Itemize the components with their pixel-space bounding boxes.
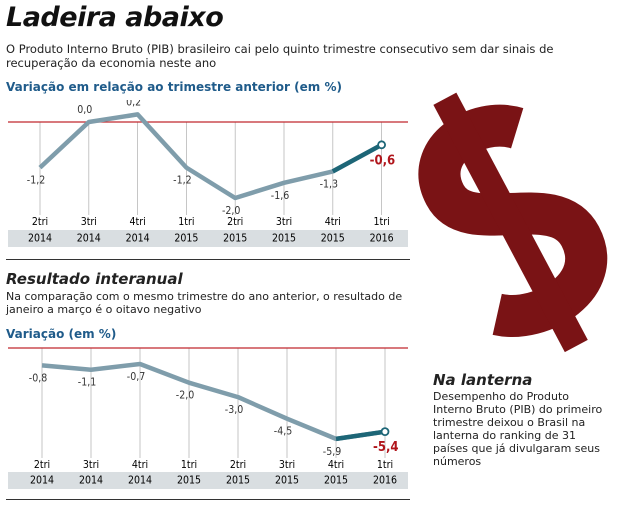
- x-tick-label: 1tri: [377, 459, 393, 471]
- value-label: -5,9: [323, 446, 341, 458]
- line: [41, 361, 386, 442]
- y-label: Variação em relação ao trimestre anterio…: [6, 80, 342, 94]
- x-tick-label: 2015: [272, 233, 296, 245]
- x-tick-label: 1tri: [373, 216, 389, 228]
- note-title: Na lanterna: [433, 371, 533, 389]
- value-label: -0,6: [370, 153, 396, 168]
- year-band: [8, 472, 408, 489]
- x-tick-label: 2tri: [227, 216, 243, 228]
- chart: 2tri 2014 3tri 2014 4tri 2014 1tri 2015 2tri 2015…: [8, 347, 408, 489]
- value-label: -1,2: [27, 175, 45, 187]
- x-tick-label: 2tri: [230, 459, 246, 471]
- value-label: -2,0: [176, 390, 194, 402]
- x-tick-label: 3tri: [276, 216, 292, 228]
- value-label: -4,5: [274, 426, 292, 438]
- value-label: -2,0: [222, 205, 240, 217]
- value-label: -3,0: [225, 404, 243, 416]
- value-label: -1,3: [320, 178, 338, 190]
- value-label: -0,8: [29, 372, 47, 384]
- dollar-icon: [418, 92, 608, 353]
- note-text: Desempenho do Produto Interno Bruto (PIB…: [433, 390, 603, 468]
- x-tick-label: 2016: [370, 233, 394, 245]
- line: [38, 112, 383, 201]
- value-label: -1,6: [271, 190, 289, 202]
- x-tick-label: 4tri: [325, 216, 341, 228]
- section-subtitle: Na comparação com o mesmo trimestre do a…: [6, 290, 403, 316]
- x-tick-label: 4tri: [132, 459, 148, 471]
- separator: [6, 499, 410, 500]
- x-tick-label: 4tri: [129, 216, 145, 228]
- year-band: [8, 230, 408, 247]
- point: [377, 140, 387, 150]
- x-tick-label: 1tri: [181, 459, 197, 471]
- x-tick-label: 3tri: [83, 459, 99, 471]
- x-tick-label: 3tri: [279, 459, 295, 471]
- x-tick-label: 4tri: [328, 459, 344, 471]
- x-tick-label: 2tri: [32, 216, 48, 228]
- page-title: Ladeira abaixo: [6, 2, 224, 33]
- page-subtitle: O Produto Interno Bruto (PIB) brasileiro…: [6, 42, 554, 70]
- x-tick-label: 2014: [30, 475, 54, 487]
- x-tick-label: 2015: [226, 475, 250, 487]
- value-label: -5,4: [373, 440, 399, 455]
- x-tick-label: 2015: [324, 475, 348, 487]
- x-tick-label: 2014: [126, 233, 150, 245]
- x-tick-label: 2015: [174, 233, 198, 245]
- x-tick-label: 2015: [321, 233, 345, 245]
- chart: 2tri 2014 3tri 2014 4tri 2014 1tri 2015 2tri 2015…: [8, 100, 408, 247]
- x-tick-label: 2016: [373, 475, 397, 487]
- x-tick-label: 3tri: [81, 216, 97, 228]
- y-label: Variação (em %): [6, 327, 117, 341]
- x-tick-label: 2014: [79, 475, 103, 487]
- x-tick-label: 2014: [128, 475, 152, 487]
- highlight-segment: [331, 142, 383, 174]
- value-label: 0,2: [126, 100, 141, 108]
- value-label: 0,0: [77, 104, 92, 116]
- value-label: -1,2: [173, 175, 191, 187]
- separator: [6, 259, 410, 260]
- x-tick-label: 2tri: [34, 459, 50, 471]
- x-tick-label: 2014: [28, 233, 52, 245]
- highlight-segment: [335, 429, 386, 442]
- value-label: -0,7: [127, 371, 145, 383]
- x-tick-label: 2015: [275, 475, 299, 487]
- point: [380, 427, 390, 437]
- value-label: -1,1: [78, 377, 96, 389]
- section-title: Resultado interanual: [6, 270, 183, 288]
- x-tick-label: 1tri: [178, 216, 194, 228]
- x-tick-label: 2015: [177, 475, 201, 487]
- x-tick-label: 2015: [223, 233, 247, 245]
- x-tick-label: 2014: [77, 233, 101, 245]
